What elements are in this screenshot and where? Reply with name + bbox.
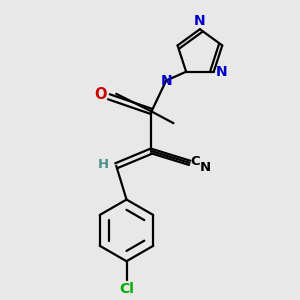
Text: N: N [200,161,212,174]
Text: N: N [194,14,206,28]
Text: C: C [191,155,200,169]
Text: H: H [98,158,109,171]
Text: O: O [94,87,106,102]
Text: N: N [216,65,228,79]
Text: N: N [160,74,172,88]
Text: Cl: Cl [119,281,134,296]
